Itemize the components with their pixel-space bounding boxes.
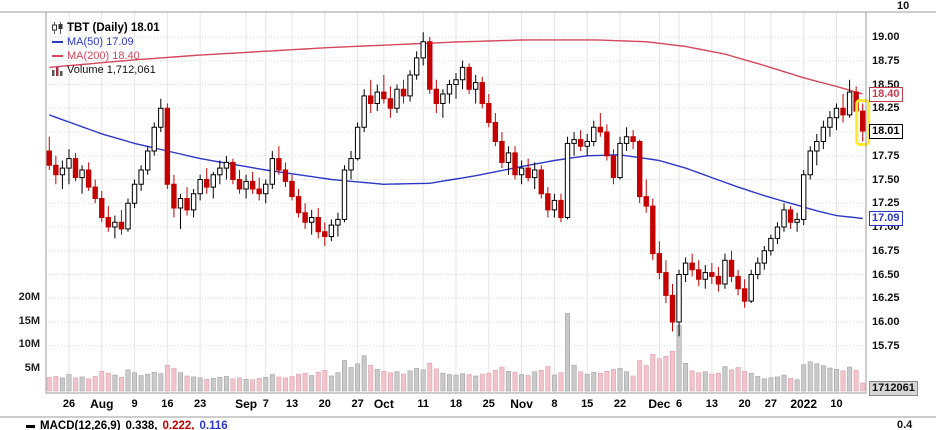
price-axis-label: 16.00: [872, 316, 900, 328]
x-axis-label: Aug: [90, 397, 114, 411]
macd-marker-icon: [26, 424, 35, 428]
volume-axis-label: 10M: [18, 338, 40, 350]
x-axis-label: 8: [551, 398, 558, 410]
x-axis-label: 9: [131, 398, 138, 410]
x-axis-label: Oct: [373, 397, 394, 411]
symbol-legend-row: TBT (Daily) 18.01: [52, 21, 160, 35]
macd-label: MACD(12,26,9): [40, 420, 121, 430]
x-axis-label: 27: [351, 398, 364, 410]
macd-value: 0.338,: [125, 420, 158, 430]
price-axis-label: 16.50: [872, 268, 900, 281]
x-axis-label: Nov: [510, 397, 533, 411]
symbol-legend-label: TBT (Daily) 18.01: [67, 22, 160, 34]
price-axis-label: 18.25: [872, 102, 900, 115]
price-axis-label: 17.75: [872, 149, 900, 162]
ma200-legend-label: MA(200) 18.40: [67, 50, 140, 62]
macd-legend-row: MACD(12,26,9) 0.338, 0.222, 0.116: [26, 420, 228, 430]
price-axis-label: 17.25: [872, 197, 900, 210]
macd-hist-value: 0.116: [199, 420, 228, 430]
axis-value-box: 17.09: [869, 211, 903, 227]
x-axis-label: Dec: [648, 397, 671, 411]
macd-pane-axis-label: 0.4: [897, 419, 913, 430]
volume-legend-label: Volume 1,712,061: [67, 64, 156, 76]
macd-signal-value: 0.222,: [162, 420, 195, 430]
axis-value-box: 1712061: [869, 381, 918, 396]
axis-value-box: 18.40: [869, 87, 903, 102]
x-axis-label: 2022: [790, 397, 818, 411]
price-axis-label: 18.75: [872, 54, 900, 67]
volume-axis-label: 5M: [24, 361, 40, 374]
ma50-legend-label: MA(50) 17.09: [67, 36, 134, 48]
ma50-line-swatch: [52, 41, 63, 43]
x-axis-label: 7: [262, 398, 269, 410]
x-axis-label: 26: [62, 398, 76, 410]
ma200-line-swatch: [52, 55, 63, 57]
x-axis-label: 22: [613, 398, 627, 410]
x-axis-label: 27: [764, 398, 777, 410]
x-axis-label: Sep: [235, 397, 258, 411]
upper-pane-axis-label: 10: [897, 0, 910, 12]
volume-axis-label: 15M: [18, 314, 40, 327]
x-axis-label: 11: [417, 398, 429, 410]
x-axis-label: 20: [318, 398, 331, 410]
volume-axis-label: 20M: [18, 291, 40, 303]
x-axis-label: 13: [285, 398, 299, 410]
chart-legend: TBT (Daily) 18.01 MA(50) 17.09 MA(200) 1…: [52, 21, 160, 77]
price-axis-label: 15.75: [872, 339, 900, 352]
x-axis-label: 15: [581, 398, 594, 410]
ma50-legend-row: MA(50) 17.09: [52, 35, 160, 49]
axis-value-box: 18.01: [869, 124, 903, 140]
x-axis-label: 13: [705, 398, 718, 410]
chart-plot-area[interactable]: [46, 12, 866, 393]
x-axis-label: 16: [161, 398, 174, 410]
price-axis-label: 19.00: [872, 31, 900, 43]
x-axis-label: 25: [482, 398, 495, 410]
ma200-legend-row: MA(200) 18.40: [52, 49, 160, 63]
x-axis-label: 18: [449, 398, 463, 410]
x-axis-label: 23: [194, 398, 207, 410]
x-axis-label: 6: [675, 398, 683, 410]
volume-bars-icon: [52, 66, 63, 76]
volume-legend-row: Volume 1,712,061: [52, 63, 160, 77]
price-axis-label: 17.50: [872, 173, 900, 186]
price-axis-label: 16.25: [872, 292, 900, 305]
x-axis-label: 10: [830, 398, 843, 410]
candlestick-icon: [52, 22, 63, 34]
x-axis-label: 20: [738, 398, 751, 410]
price-axis-label: 16.75: [872, 244, 900, 257]
